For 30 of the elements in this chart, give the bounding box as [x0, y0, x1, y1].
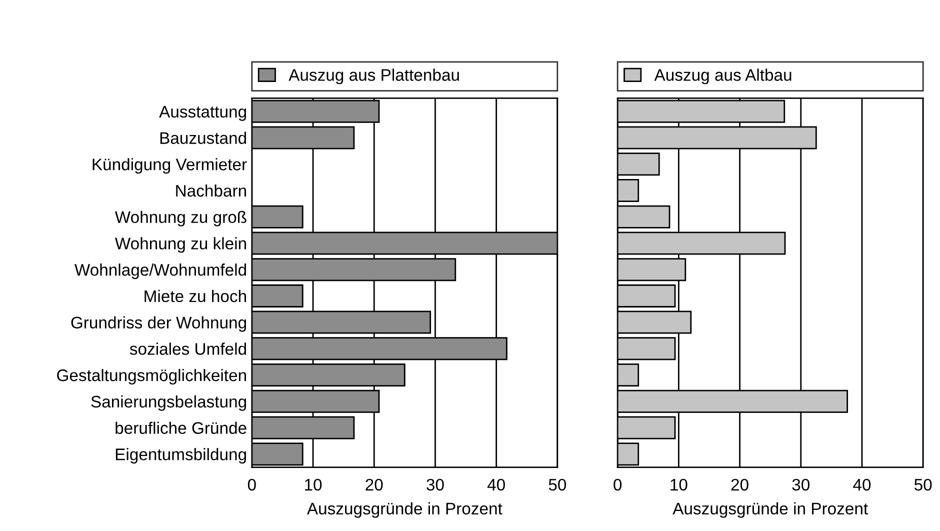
y-tick-label: Sanierungsbelastung	[91, 395, 246, 411]
y-tick-label: Bauzustand	[160, 132, 246, 144]
x-tick-label: 50	[548, 478, 566, 491]
x-tick-label: 10	[670, 478, 688, 491]
y-tick-label: Grundriss der Wohnung	[71, 316, 246, 332]
x-tick-label: 20	[366, 478, 383, 491]
x-axis-title: Auszugsgründe in Prozent	[306, 502, 502, 518]
x-axis-title: Auszugsgründe in Prozent	[672, 502, 868, 518]
y-tick-label: Ausstattung	[159, 106, 246, 121]
x-tick-label: 0	[248, 478, 256, 491]
x-tick-label: 50	[914, 478, 932, 491]
y-tick-label: Gestaltungsmöglichkeiten	[57, 368, 246, 385]
x-tick-label: 0	[614, 478, 622, 491]
y-tick-label: berufliche Gründe	[116, 422, 246, 434]
y-tick-label: Miete zu hoch	[144, 290, 246, 302]
x-tick-label: 30	[426, 478, 444, 491]
x-tick-label: 10	[305, 478, 322, 491]
x-tick-label: 40	[853, 478, 871, 491]
y-tick-label: Eigentumsbildung	[116, 448, 246, 464]
y-tick-label: Kündigung Vermieter	[92, 158, 247, 174]
y-tick-label: Wohnung zu klein	[114, 237, 246, 253]
y-tick-label: soziales Umfeld	[130, 342, 246, 355]
x-tick-label: 40	[487, 478, 505, 491]
x-tick-label: 30	[792, 478, 810, 491]
y-tick-label: Wohnlage/Wohnumfeld	[74, 264, 246, 280]
legend-label: Auszug aus Altbau	[654, 68, 792, 84]
y-tick-label: Nachbarn	[176, 184, 246, 197]
x-tick-label: 20	[731, 478, 748, 491]
y-tick-label: Wohnung zu groß	[114, 210, 246, 226]
legend-label: Auszug aus Plattenbau	[288, 68, 459, 84]
